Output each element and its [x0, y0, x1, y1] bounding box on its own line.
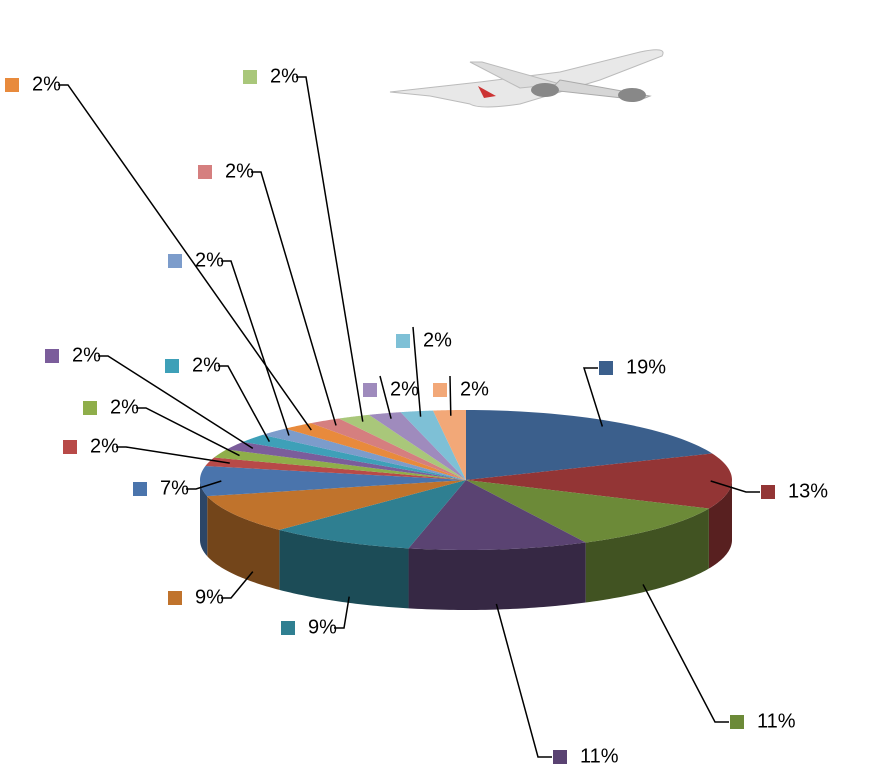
leader-line	[221, 571, 254, 599]
data-label: 2%	[195, 249, 224, 271]
airplane	[389, 49, 664, 108]
slice	[369, 412, 466, 480]
label-swatch	[198, 165, 212, 179]
slice-side	[408, 542, 586, 610]
slice	[466, 480, 709, 543]
slice	[205, 457, 466, 480]
label-swatch	[396, 334, 410, 348]
slice	[262, 428, 466, 480]
slice-side	[279, 529, 409, 609]
slice	[466, 410, 713, 480]
data-label: 13%	[788, 480, 828, 502]
slice	[226, 441, 466, 480]
leader-line	[221, 260, 290, 436]
data-label: 11%	[757, 710, 796, 732]
data-label: 2%	[225, 160, 254, 182]
data-label: 11%	[580, 745, 619, 767]
label-swatch	[363, 383, 377, 397]
label-swatch	[45, 349, 59, 363]
leader-line	[116, 446, 230, 464]
slice	[408, 480, 586, 550]
leader-line	[251, 171, 337, 426]
leader-line	[710, 480, 760, 493]
label-swatch	[165, 359, 179, 373]
slice	[310, 418, 466, 480]
label-swatch	[168, 254, 182, 268]
leader-line	[379, 375, 392, 419]
slice	[207, 480, 466, 530]
slice	[200, 465, 466, 497]
slice	[400, 410, 466, 480]
label-swatch	[433, 383, 447, 397]
slice	[466, 453, 732, 509]
leader-line	[186, 480, 222, 490]
data-label: 2%	[270, 65, 299, 87]
data-label: 2%	[90, 435, 119, 457]
data-label: 19%	[626, 356, 666, 378]
data-label: 2%	[390, 378, 419, 400]
leader-line	[582, 367, 604, 427]
data-label: 2%	[192, 354, 221, 376]
leader-line	[334, 596, 350, 629]
label-swatch	[5, 78, 19, 92]
label-swatch	[281, 621, 295, 635]
leader-line	[642, 584, 729, 723]
slice	[279, 480, 466, 549]
data-label: 2%	[32, 73, 61, 95]
slice-side	[708, 480, 732, 569]
leader-line	[412, 326, 422, 417]
label-swatch	[63, 440, 77, 454]
data-label: 2%	[72, 344, 101, 366]
leader-line	[58, 84, 312, 431]
leader-line	[449, 375, 452, 416]
slice-side	[200, 480, 208, 557]
slice	[214, 449, 466, 480]
data-label: 2%	[423, 329, 452, 351]
label-swatch	[243, 70, 257, 84]
slice	[285, 423, 466, 480]
label-swatch	[83, 401, 97, 415]
label-swatch	[553, 750, 567, 764]
slice-side	[585, 508, 709, 603]
data-label: 2%	[110, 396, 139, 418]
slice-side	[207, 496, 280, 590]
leader-line	[296, 76, 364, 422]
label-swatch	[599, 361, 613, 375]
data-label: 7%	[160, 477, 189, 499]
data-label: 2%	[460, 378, 489, 400]
label-swatch	[730, 715, 744, 729]
data-label: 9%	[195, 586, 224, 608]
data-label: 9%	[308, 616, 337, 638]
label-swatch	[168, 591, 182, 605]
slice	[242, 434, 466, 480]
slice	[432, 410, 466, 480]
slice	[339, 414, 466, 480]
leader-line	[495, 603, 552, 758]
label-swatch	[761, 485, 775, 499]
label-swatch	[133, 482, 147, 496]
leader-line	[136, 407, 240, 457]
leader-line	[98, 355, 254, 450]
leader-line	[218, 365, 271, 443]
